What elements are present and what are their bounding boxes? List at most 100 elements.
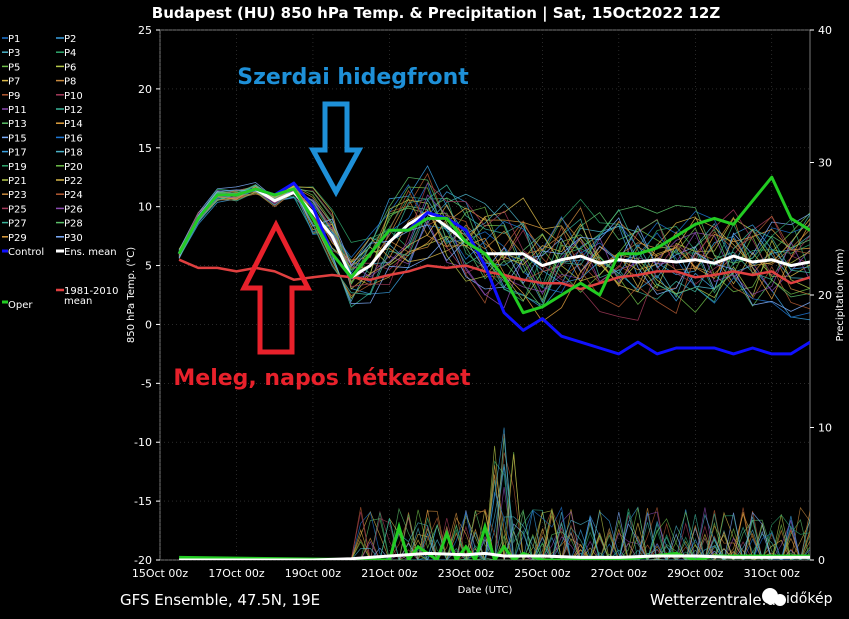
legend-label: P27 xyxy=(8,219,27,230)
y-axis-right: 40 30 20 10 0 xyxy=(810,24,832,567)
member-precip-p2 xyxy=(179,509,810,560)
series-line-oper xyxy=(177,175,810,315)
main-series xyxy=(177,175,810,356)
legend-label: P25 xyxy=(8,204,27,215)
y2-tick-label: 30 xyxy=(818,157,832,170)
x-tick-label: 29Oct 00z xyxy=(667,567,724,580)
chart-title: Budapest (HU) 850 hPa Temp. & Precipitat… xyxy=(152,4,721,23)
legend-label-oper: Oper xyxy=(8,300,33,311)
legend-label: P17 xyxy=(8,148,27,159)
legend-label: P15 xyxy=(8,133,27,144)
legend-label: P30 xyxy=(64,233,83,244)
legend-label: P18 xyxy=(64,148,83,159)
legend-label: P13 xyxy=(8,119,27,130)
member-precip-p19 xyxy=(179,507,810,560)
x-tick-label: 17Oct 00z xyxy=(208,567,265,580)
legend-label: P19 xyxy=(8,162,27,173)
y-tick-label: 25 xyxy=(138,24,152,37)
x-axis-label: Date (UTC) xyxy=(458,585,513,596)
member-precip-p13 xyxy=(179,464,810,560)
y-tick-label: 20 xyxy=(138,83,152,96)
down-arrow-icon xyxy=(308,101,364,198)
x-tick-label: 25Oct 00z xyxy=(514,567,571,580)
legend-label: P22 xyxy=(64,176,83,187)
member-precip-p27 xyxy=(179,427,810,560)
member-precip-p5 xyxy=(179,510,810,560)
member-line-p23 xyxy=(178,191,810,296)
legend-label: P8 xyxy=(64,77,76,88)
member-precip-p26 xyxy=(179,492,810,560)
member-line-p29 xyxy=(178,186,810,322)
watermark-text: időkép xyxy=(786,591,833,607)
x-tick-label: 31Oct 00z xyxy=(744,567,801,580)
up-arrow-icon xyxy=(239,219,313,355)
legend-label: P12 xyxy=(64,105,83,116)
y-axis-label: 850 hPa Temp. (°C) xyxy=(126,247,137,343)
y-tick-label: 15 xyxy=(138,142,152,155)
legend: P1 P3 P5 P7 P9 P11 P13 P15 P17 P19 P21 P23 P25 P27 P29… xyxy=(2,34,119,311)
legend-label: P6 xyxy=(64,62,76,73)
legend-label: P14 xyxy=(64,119,83,130)
member-precip-p7 xyxy=(179,479,810,560)
legend-label: P21 xyxy=(8,176,27,187)
legend-label: P4 xyxy=(64,48,76,59)
x-tick-label: 21Oct 00z xyxy=(361,567,418,580)
legend-label: P3 xyxy=(8,48,20,59)
y2-tick-label: 20 xyxy=(818,289,832,302)
legend-label: P11 xyxy=(8,105,27,116)
member-precip-p6 xyxy=(179,487,810,560)
legend-label: P26 xyxy=(64,204,83,215)
footer-source: Wetterzentrale.de xyxy=(650,591,785,609)
legend-label: P23 xyxy=(8,190,27,201)
legend-label: P20 xyxy=(64,162,83,173)
x-tick-label: 15Oct 00z xyxy=(132,567,189,580)
member-precip-p20 xyxy=(179,511,810,560)
legend-label: P29 xyxy=(8,233,27,244)
member-precip-p16 xyxy=(179,445,810,560)
precipitation-lines xyxy=(179,521,810,560)
member-precip-p17 xyxy=(179,454,810,560)
legend-label: Ens. mean xyxy=(64,247,117,258)
footer-model-info: GFS Ensemble, 47.5N, 19E xyxy=(120,591,320,609)
series-line-ens-mean xyxy=(177,187,810,279)
legend-label: P28 xyxy=(64,219,83,230)
cold-front-annotation: Szerdai hidegfront xyxy=(237,65,469,198)
legend-label-clim: mean xyxy=(64,296,92,307)
y2-tick-label: 0 xyxy=(818,554,825,567)
legend-label: P16 xyxy=(64,133,83,144)
mean-precip-line xyxy=(179,551,810,560)
legend-label-clim: 1981-2010 xyxy=(64,286,119,297)
warm-start-annotation: Meleg, napos hétkezdet xyxy=(173,219,471,391)
legend-label: P1 xyxy=(8,34,20,45)
y-tick-label: -5 xyxy=(141,377,152,390)
member-precip-p24 xyxy=(179,465,810,560)
y-tick-label: 0 xyxy=(145,318,152,331)
y2-tick-label: 10 xyxy=(818,422,832,435)
series-line-1981-2010-mean xyxy=(178,258,810,291)
member-precip-p12 xyxy=(179,466,810,560)
cold-front-label: Szerdai hidegfront xyxy=(237,65,469,90)
series-line-control xyxy=(177,181,810,356)
y2-axis-label: Precipitation (mm) xyxy=(835,248,846,341)
warm-start-label: Meleg, napos hétkezdet xyxy=(173,366,471,391)
y-tick-label: 5 xyxy=(145,260,152,273)
member-precip-p9 xyxy=(179,474,810,560)
x-axis: 15Oct 00z 17Oct 00z 19Oct 00z 21Oct 00z 23Oc… xyxy=(132,567,800,580)
y2-tick-label: 40 xyxy=(818,24,832,37)
y-axis-left: 25 20 15 10 5 0 -5 -10 -15 -20 xyxy=(134,24,160,567)
y-tick-label: 10 xyxy=(138,201,152,214)
y-tick-label: -20 xyxy=(134,554,152,567)
legend-label: Control xyxy=(8,247,44,258)
legend-label: P10 xyxy=(64,91,83,102)
x-tick-label: 27Oct 00z xyxy=(591,567,648,580)
legend-label: P2 xyxy=(64,34,76,45)
legend-label: P7 xyxy=(8,77,20,88)
idokep-logo: időkép xyxy=(762,588,833,607)
y-tick-label: -15 xyxy=(134,495,152,508)
legend-label: P5 xyxy=(8,62,20,73)
member-precip-p28 xyxy=(179,513,810,560)
y-tick-label: -10 xyxy=(134,436,152,449)
legend-label: P9 xyxy=(8,91,20,102)
legend-label: P24 xyxy=(64,190,83,201)
